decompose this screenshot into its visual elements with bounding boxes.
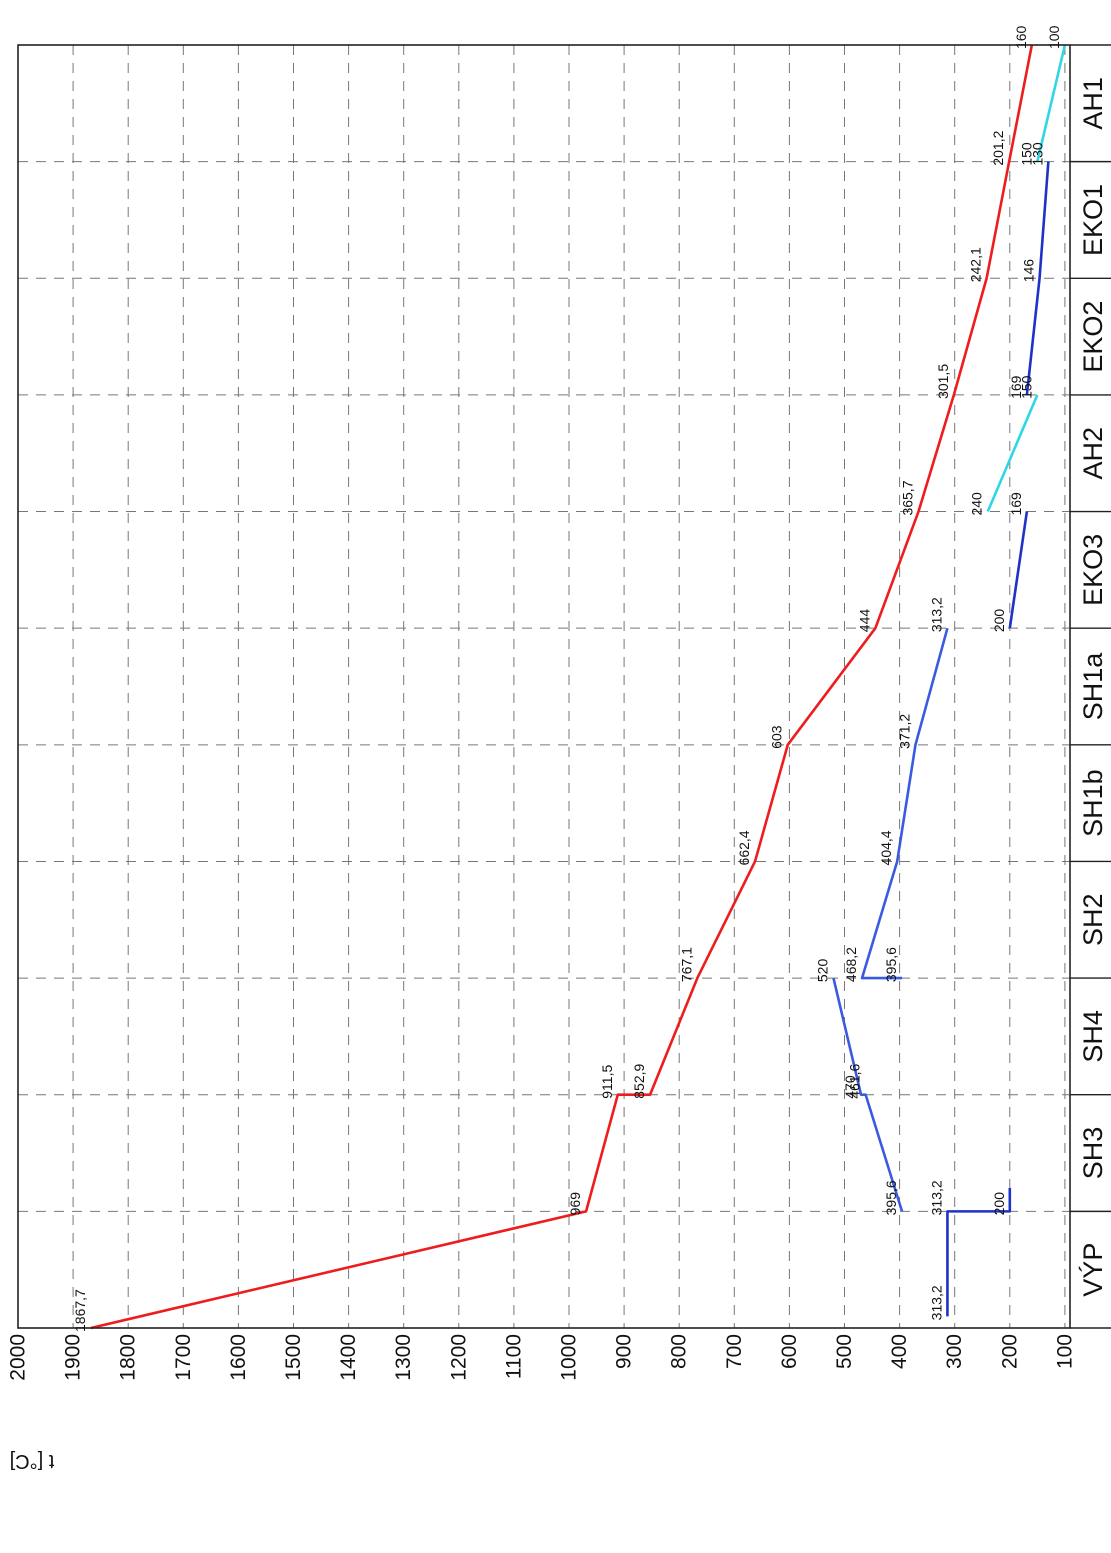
data-label: 468,2 [843,947,859,982]
data-label: 461,6 [847,1063,863,1098]
category-label: AH1 [1078,77,1108,130]
y-tick-label: 500 [833,1334,856,1369]
data-label: 313,2 [928,597,944,632]
y-tick-label: 600 [778,1334,801,1369]
data-label: 969 [567,1192,583,1216]
data-label: 520 [814,959,830,983]
data-label: 301,5 [935,364,951,399]
y-tick-label: 800 [668,1334,691,1369]
data-label: 169 [1008,492,1024,516]
data-label: 201,2 [990,130,1006,165]
series-line-6 [986,394,1039,513]
data-label: 911,5 [599,1065,615,1099]
series-line-2 [946,1188,1012,1317]
data-label: 662,4 [736,830,752,865]
data-label: 200 [991,1192,1007,1216]
data-label: 852,9 [631,1063,647,1098]
data-label: 371,2 [896,714,912,749]
data-label: 313,2 [928,1180,944,1215]
data-label: 1867,7 [72,1289,88,1332]
y-tick-label: 100 [1053,1334,1076,1369]
data-label: 603 [769,725,785,749]
grid-lines [18,45,1070,1328]
series-line-3 [832,977,904,1212]
category-label: EKO1 [1078,184,1108,256]
data-label: 395,6 [883,947,899,982]
data-label: 404,4 [878,830,894,865]
y-tick-label: 1400 [337,1334,360,1381]
plot-border [17,44,1071,1329]
category-label: SH2 [1078,894,1108,947]
y-tick-label: 300 [943,1334,966,1369]
y-tick-label: 1700 [172,1334,195,1381]
y-tick-label: 900 [613,1334,636,1369]
data-label: 100 [1046,25,1062,49]
category-label: SH4 [1078,1010,1108,1063]
y-tick-label: 2000 [7,1334,30,1381]
y-tick-label: 1200 [447,1334,470,1381]
y-tick-label: 1900 [62,1334,85,1381]
series-line-1 [90,44,1034,1330]
data-label: 169 [1008,375,1024,399]
category-label: SH1a [1078,652,1108,721]
data-label: 365,7 [899,480,915,515]
y-tick-label: 1600 [227,1334,250,1381]
y-tick-label: 1500 [282,1334,305,1381]
plot-frame [17,44,1111,1329]
category-label: EKO3 [1078,534,1108,606]
category-label: AH2 [1078,427,1108,480]
data-label: 146 [1021,259,1037,283]
y-tick-label: 1300 [392,1334,415,1381]
data-label: 150 [1018,142,1034,166]
series-line-8 [1036,44,1067,162]
series-line-4 [860,627,949,980]
data-label: 395,6 [883,1180,899,1215]
data-label: 767,1 [678,947,694,982]
data-label: 313,2 [928,1285,944,1320]
data-labels: 1867,7 969 911,5 852,9 767,1 662,4 603 444 365,7… [72,25,1062,1332]
y-tick-label: 400 [888,1334,911,1369]
data-label: 200 [991,609,1007,633]
y-tick-label: 700 [723,1334,746,1369]
category-label: EKO2 [1078,301,1108,373]
y-tick-label: 200 [998,1334,1021,1369]
series-line-7 [1025,161,1050,396]
data-label: 240 [969,492,985,516]
y-tick-label: 1100 [502,1334,525,1379]
series-lines [90,44,1067,1330]
data-label: 150 [1018,375,1034,399]
data-label: 160 [1013,25,1029,49]
data-label: 242,1 [968,247,984,282]
y-tick-label: 1000 [558,1334,581,1381]
data-label: 130 [1029,142,1045,166]
data-label: 444 [856,609,872,633]
category-label: SH1b [1078,769,1108,837]
y-axis-ticks: 2000 1900 1800 1700 1600 1500 1400 1300 1200 1100… [7,1334,1077,1381]
data-label: 470 [842,1075,858,1099]
y-tick-label: 1800 [117,1334,140,1381]
category-labels: VÝP SH3 SH4 SH2 SH1b SH1a EKO3 AH2 EKO2 EKO1 AH1 [1078,77,1108,1297]
category-label: VÝP [1078,1243,1108,1297]
series-line-5 [1008,511,1029,629]
y-axis-label: t [°C] [10,1450,55,1472]
category-label: SH3 [1078,1127,1108,1180]
